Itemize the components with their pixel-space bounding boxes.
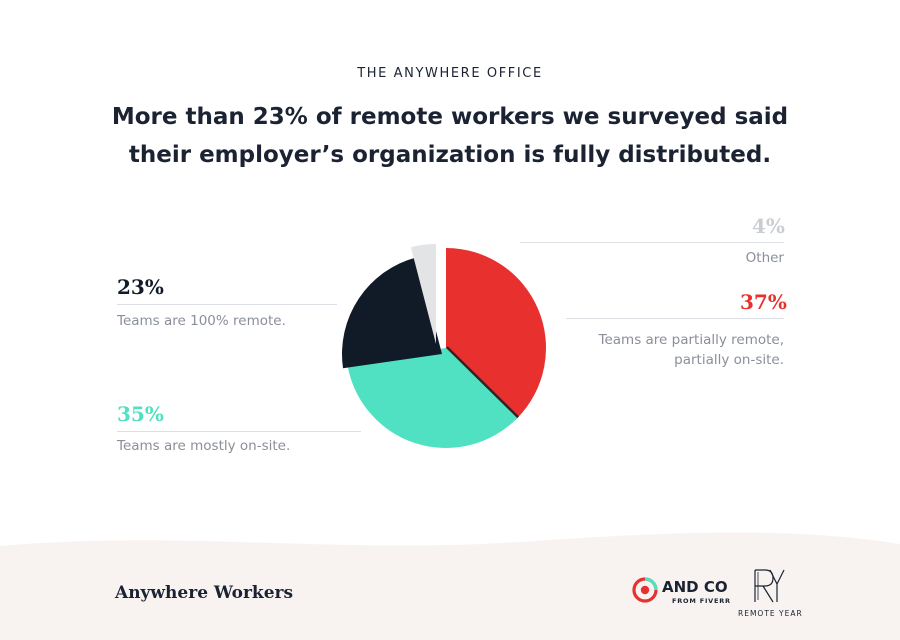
rule-partially-remote xyxy=(566,318,784,319)
eyebrow-label: THE ANYWHERE OFFICE xyxy=(357,66,543,81)
headline-line-2: their employer’s organization is fully d… xyxy=(128,142,772,168)
pie-slice-35pct xyxy=(347,348,518,448)
remote-year-label: REMOTE YEAR xyxy=(738,609,803,618)
rule-mostly-onsite xyxy=(117,431,361,432)
slice-desc-mostly-onsite: Teams are mostly on-site. xyxy=(117,438,291,454)
rule-fully-remote xyxy=(117,304,337,305)
slice-label-mostly-onsite: 35% xyxy=(117,402,164,426)
footer-wave xyxy=(0,532,900,640)
slice-label-other: 4% xyxy=(752,214,785,238)
slice-desc-partially-remote-line-2: partially on-site. xyxy=(674,352,784,368)
slice-desc-fully-remote: Teams are 100% remote. xyxy=(117,313,286,329)
brand-anywhere-workers: Anywhere Workers xyxy=(115,583,294,603)
headline-line-1: More than 23% of remote workers we surve… xyxy=(111,104,789,130)
slice-desc-partially-remote: Teams are partially remote, partially on… xyxy=(560,330,784,370)
slice-label-partially-remote: 37% xyxy=(740,290,787,314)
pie-slice-37pct xyxy=(446,248,546,419)
andco-name: AND CO xyxy=(662,578,728,596)
footer-band xyxy=(0,520,900,640)
slice-label-fully-remote: 23% xyxy=(117,275,164,299)
slice-desc-partially-remote-line-1: Teams are partially remote, xyxy=(598,332,784,348)
remote-year-logo-icon xyxy=(754,569,785,603)
rule-other xyxy=(520,242,784,243)
pie-slice-4pct xyxy=(410,244,436,344)
headline: More than 23% of remote workers we surve… xyxy=(100,98,800,174)
slice-desc-other: Other xyxy=(745,250,784,266)
andco-sub: FROM FIVERR xyxy=(672,597,731,605)
andco-ring-icon xyxy=(632,577,658,603)
pie-slice-23pct xyxy=(342,257,442,369)
